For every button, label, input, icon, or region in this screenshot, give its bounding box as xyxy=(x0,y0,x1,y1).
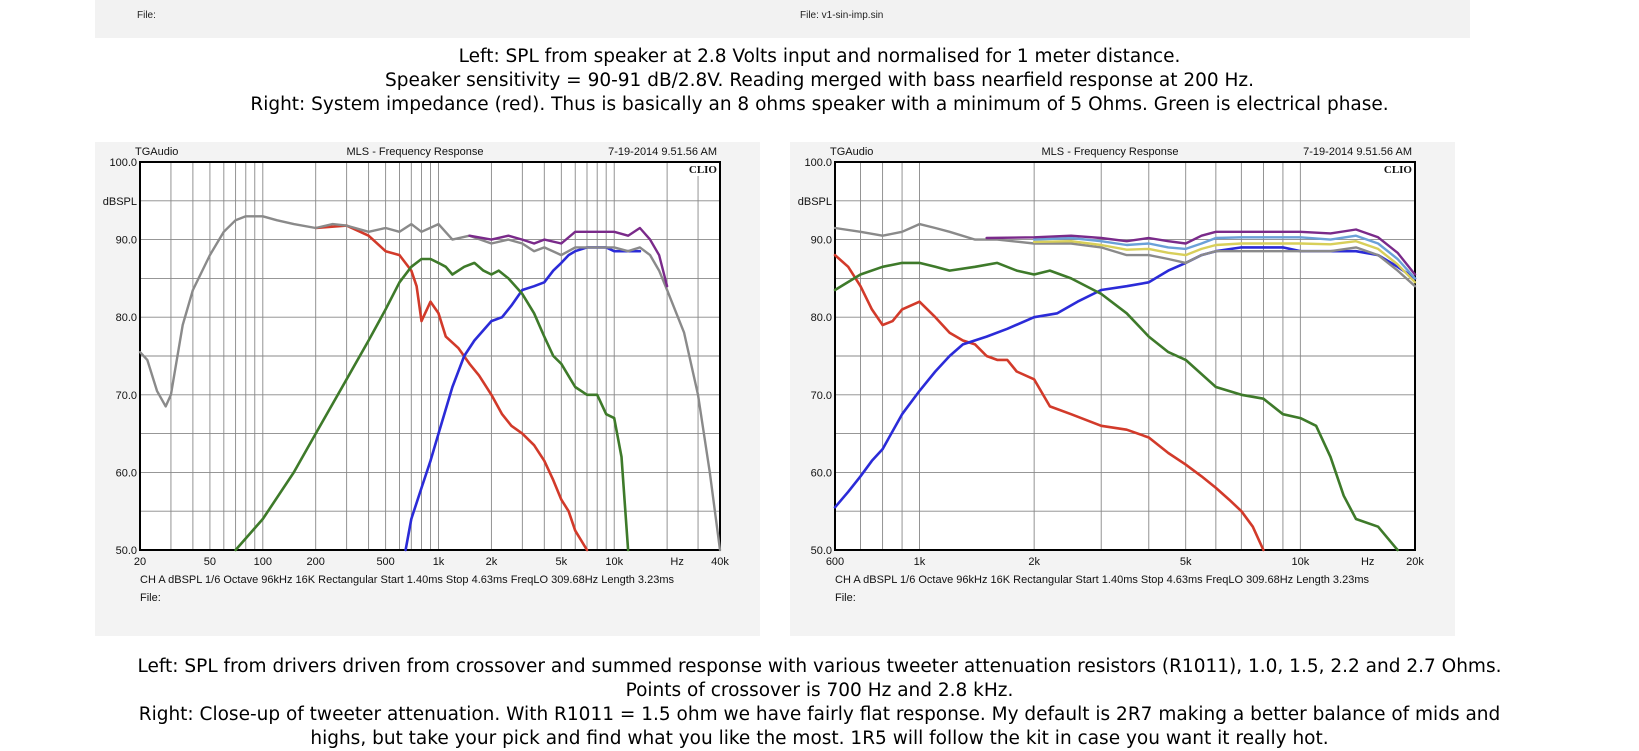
top-caption-line-1: Left: SPL from speaker at 2.8 Volts inpu… xyxy=(458,46,1181,67)
chart-footer: CH A dBSPL 1/6 Octave 96kHz 16K Rectangu… xyxy=(835,574,1369,586)
left-file-label: File: xyxy=(137,10,156,21)
chart-title: MLS - Frequency Response xyxy=(1042,146,1179,158)
y-tick-label: 50.0 xyxy=(116,545,137,557)
y-tick-label: 60.0 xyxy=(811,467,832,479)
series-line-mid xyxy=(833,261,1399,552)
top-caption: Left: SPL from speaker at 2.8 Volts inpu… xyxy=(0,45,1639,117)
x-tick-label: 500 xyxy=(376,556,394,568)
y-tick-label: 90.0 xyxy=(116,235,137,247)
x-tick-label: 5k xyxy=(1180,556,1192,568)
brand-label: CLIO xyxy=(1384,164,1413,176)
x-axis-unit-label: Hz xyxy=(670,556,683,568)
y-axis-label: dBSPL xyxy=(103,196,137,208)
right-chart: TGAudio MLS - Frequency Response 7-19-2014… xyxy=(790,142,1455,636)
y-axis-label: dBSPL xyxy=(798,196,832,208)
series-line-sum_grey xyxy=(833,222,1417,288)
chart-file-label: File: xyxy=(140,592,161,604)
x-tick-label: 10k xyxy=(605,556,623,568)
chart-footer: CH A dBSPL 1/6 Octave 96kHz 16K Rectangu… xyxy=(140,574,674,586)
x-tick-label: 40k xyxy=(711,556,729,568)
top-caption-line-3: Right: System impedance (red). Thus is b… xyxy=(250,94,1389,115)
chart-header-left: TGAudio xyxy=(830,146,873,158)
series-group xyxy=(138,215,722,552)
y-tick-label: 80.0 xyxy=(811,312,832,324)
chart-title: MLS - Frequency Response xyxy=(347,146,484,158)
y-tick-label: 70.0 xyxy=(116,390,137,402)
series-line-sum_grey xyxy=(138,215,722,552)
x-tick-label: 50 xyxy=(204,556,216,568)
bottom-caption-line-2: Points of crossover is 700 Hz and 2.8 kH… xyxy=(625,680,1014,701)
right-file-label: File: v1-sin-imp.sin xyxy=(800,10,884,21)
x-tick-label: 100 xyxy=(254,556,272,568)
bottom-caption-line-4: highs, but take your pick and find what … xyxy=(310,728,1329,749)
bottom-caption-line-3: Right: Close-up of tweeter attenuation. … xyxy=(138,704,1501,725)
left-chart: TGAudio MLS - Frequency Response 7-19-2014… xyxy=(95,142,760,636)
chart-header-left: TGAudio xyxy=(135,146,178,158)
series-line-mid xyxy=(234,257,630,552)
grid xyxy=(139,161,721,551)
x-tick-label: 5k xyxy=(556,556,568,568)
brand-label: CLIO xyxy=(689,164,718,176)
brand-box xyxy=(689,163,719,176)
y-tick-label: 50.0 xyxy=(811,545,832,557)
series-line-woofer xyxy=(314,224,589,552)
x-tick-label: 600 xyxy=(826,556,844,568)
brand-box xyxy=(1384,163,1414,176)
chart-timestamp: 7-19-2014 9.51.56 AM xyxy=(1303,146,1412,158)
y-tick-label: 60.0 xyxy=(116,467,137,479)
series-line-sum_yellow xyxy=(1032,239,1417,284)
previous-chart-strip: File: File: v1-sin-imp.sin xyxy=(95,0,1470,38)
y-tick-label: 90.0 xyxy=(811,235,832,247)
x-tick-label: 20 xyxy=(134,556,146,568)
x-tick-label: 10k xyxy=(1291,556,1309,568)
chart-file-label: File: xyxy=(835,592,856,604)
bottom-caption-line-1: Left: SPL from drivers driven from cross… xyxy=(137,656,1502,677)
top-caption-line-2: Speaker sensitivity = 90-91 dB/2.8V. Rea… xyxy=(384,70,1255,91)
y-tick-label: 80.0 xyxy=(116,312,137,324)
y-tick-label: 100.0 xyxy=(109,157,137,169)
right-chart-svg: TGAudio MLS - Frequency Response 7-19-2014… xyxy=(798,146,1425,604)
x-tick-label: 2k xyxy=(1028,556,1040,568)
series-line-sum_lightblue xyxy=(1032,234,1417,280)
x-tick-label: 1k xyxy=(914,556,926,568)
bottom-caption: Left: SPL from drivers driven from cross… xyxy=(0,655,1639,751)
series-line-sum_purple xyxy=(985,228,1417,276)
series-line-sum_purple xyxy=(468,226,669,288)
chart-timestamp: 7-19-2014 9.51.56 AM xyxy=(608,146,717,158)
x-tick-label: 1k xyxy=(433,556,445,568)
x-axis-unit-label: Hz xyxy=(1361,556,1374,568)
plot-frame xyxy=(834,161,1416,551)
series-group xyxy=(833,222,1417,552)
y-tick-label: 70.0 xyxy=(811,390,832,402)
x-tick-label: 200 xyxy=(307,556,325,568)
series-line-woofer xyxy=(833,253,1265,552)
x-tick-label: 20k xyxy=(1406,556,1424,568)
plot-frame xyxy=(139,161,721,551)
x-tick-label: 2k xyxy=(486,556,498,568)
y-tick-label: 100.0 xyxy=(804,157,832,169)
left-chart-svg: TGAudio MLS - Frequency Response 7-19-2014… xyxy=(103,146,730,604)
